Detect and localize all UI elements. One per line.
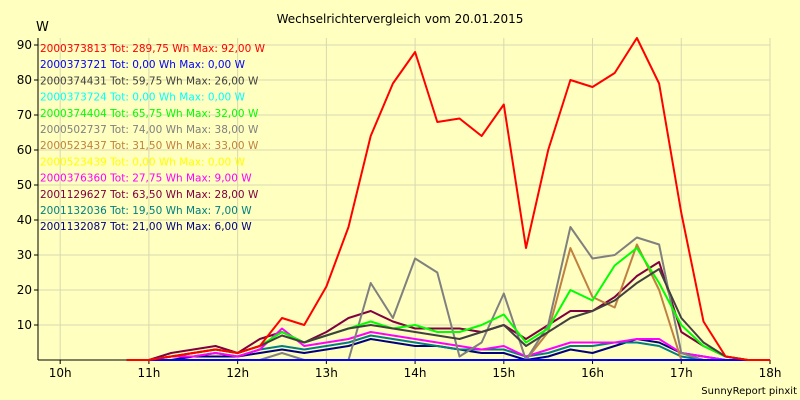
x-tick-labels: 10h 11h 12h 13h 14h 15h 16h 17h 18h <box>49 366 782 380</box>
y-tick-label: 10 <box>17 318 32 332</box>
series-line <box>126 37 770 361</box>
legend-entry: 2000373721 Tot: 0,00 Wh Max: 0,00 W <box>40 59 246 71</box>
x-tick-label: 16h <box>581 366 604 380</box>
y-tick-label: 20 <box>17 283 32 297</box>
series-lines <box>126 37 770 361</box>
y-tick-label: 30 <box>17 248 32 262</box>
series-line <box>126 327 770 361</box>
chart-title: Wechselrichtervergleich vom 20.01.2015 <box>277 12 524 26</box>
x-tick-label: 14h <box>404 366 427 380</box>
y-axis-label: W <box>36 20 49 35</box>
footer-credit: SunnyReport pinxit <box>701 386 797 397</box>
legend-entry: 2000373724 Tot: 0,00 Wh Max: 0,00 W <box>40 92 246 104</box>
legend-entry: 2000502737 Tot: 74,00 Wh Max: 38,00 W <box>40 124 259 136</box>
x-tick-label: 15h <box>492 366 515 380</box>
y-tick-label: 80 <box>17 73 32 87</box>
x-tick-label: 17h <box>670 366 693 380</box>
y-tick-labels: 10 20 30 40 50 60 70 80 90 <box>17 38 32 332</box>
legend-entry: 2000374404 Tot: 65,75 Wh Max: 32,00 W <box>40 108 259 120</box>
legend: 2000373813 Tot: 289,75 Wh Max: 92,00 W 20… <box>40 43 266 233</box>
y-tick-label: 70 <box>17 108 32 122</box>
y-tick-label: 90 <box>17 38 32 52</box>
y-tick-label: 60 <box>17 143 32 157</box>
x-tick-label: 18h <box>759 366 782 380</box>
legend-entry: 2000523439 Tot: 0,00 Wh Max: 0,00 W <box>40 156 246 168</box>
x-tick-label: 12h <box>226 366 249 380</box>
y-tick-label: 50 <box>17 178 32 192</box>
legend-entry: 2000373813 Tot: 289,75 Wh Max: 92,00 W <box>40 43 266 55</box>
x-tick-label: 13h <box>315 366 338 380</box>
legend-entry: 2001132087 Tot: 21,00 Wh Max: 6,00 W <box>40 221 252 233</box>
y-tick-label: 40 <box>17 213 32 227</box>
legend-entry: 2000376360 Tot: 27,75 Wh Max: 9,00 W <box>40 173 252 185</box>
x-tick-label: 10h <box>49 366 72 380</box>
legend-entry: 2001132036 Tot: 19,50 Wh Max: 7,00 W <box>40 205 252 217</box>
legend-entry: 2001129627 Tot: 63,50 Wh Max: 28,00 W <box>40 189 259 201</box>
legend-entry: 2000523437 Tot: 31,50 Wh Max: 33,00 W <box>40 140 259 152</box>
legend-entry: 2000374431 Tot: 59,75 Wh Max: 26,00 W <box>40 75 259 87</box>
x-tick-label: 11h <box>137 366 160 380</box>
